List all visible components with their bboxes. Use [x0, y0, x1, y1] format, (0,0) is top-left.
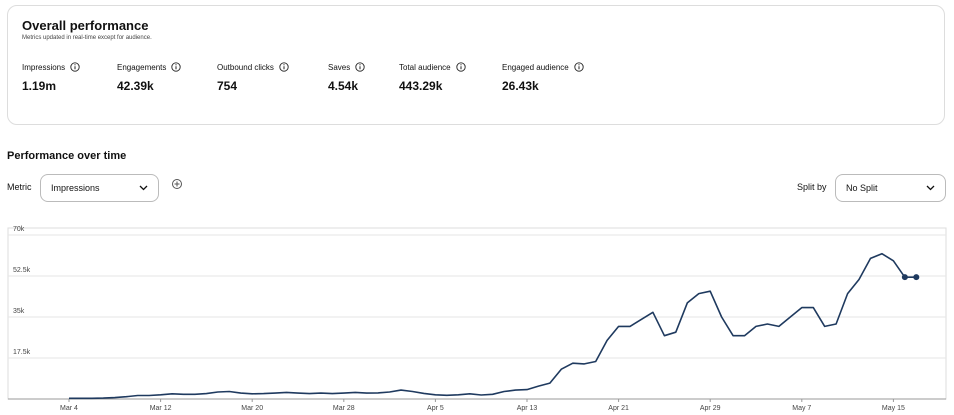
x-tick-label: Mar 4: [60, 405, 78, 412]
y-tick-label: 17.5k: [13, 349, 31, 356]
overview-card: [7, 5, 945, 125]
metric-value: 26.43k: [502, 79, 539, 93]
metric-value: 443.29k: [399, 79, 443, 93]
metric-label: Total audience: [399, 62, 466, 72]
metric-value: 1.19m: [22, 79, 57, 93]
metric-name: Engagements: [117, 62, 167, 72]
section-title: Performance over time: [7, 150, 127, 162]
chevron: [926, 185, 935, 191]
metric-label: Engaged audience: [502, 62, 584, 72]
metric-name: Total audience: [399, 62, 451, 72]
metric-label: Engagements: [117, 62, 182, 72]
info-icon[interactable]: [355, 62, 365, 72]
info-icon[interactable]: [455, 62, 466, 72]
chart-frame: [7, 227, 947, 400]
line: [69, 252, 917, 400]
metric-label: Saves: [328, 62, 365, 72]
info-icon[interactable]: [574, 62, 584, 72]
chart: 17.5k 35k 52.5k 70k Mar 4 Mar 12 Mar 20 Mar 28 A…: [7, 226, 947, 412]
x-tick-label: Mar 12: [150, 405, 172, 412]
point: [901, 274, 908, 281]
x-tick-label: Mar 20: [241, 405, 263, 412]
metric-label: Metric: [7, 182, 32, 192]
metric-value: Impressions: [51, 183, 100, 193]
y-tick-label: 52.5k: [13, 267, 31, 274]
split-label: Split by: [797, 182, 827, 192]
split-value: No Split: [846, 183, 878, 193]
metric-label: Outbound clicks: [217, 62, 289, 72]
info-icon[interactable]: [279, 62, 289, 72]
metric-name: Impressions: [22, 62, 66, 72]
chevron: [139, 185, 148, 191]
split-dropdown[interactable]: No Split: [835, 174, 946, 202]
info-icon[interactable]: [70, 62, 80, 72]
x-tick-label: Apr 13: [517, 405, 538, 412]
metric-value: 754: [217, 79, 238, 93]
x-tick-label: Apr 21: [608, 405, 629, 412]
metric-label: Impressions: [22, 62, 80, 72]
metric-value: 42.39k: [117, 79, 154, 93]
metric-value: 4.54k: [328, 79, 359, 93]
metric-dropdown[interactable]: Impressions: [40, 174, 159, 202]
x-tick-label: Apr 5: [427, 405, 444, 412]
x-tick-label: Apr 29: [700, 405, 721, 412]
metric-name: Saves: [328, 62, 351, 72]
point: [913, 274, 920, 281]
card-title: Overall performance: [22, 18, 149, 33]
card-subtitle: Metrics updated in real-time except for …: [22, 35, 152, 41]
x-tick-label: May 15: [882, 405, 905, 412]
x-tick-label: May 7: [792, 405, 811, 412]
add-metric-icon[interactable]: [171, 178, 183, 190]
x-tick-label: Mar 28: [333, 405, 355, 412]
metric-name: Outbound clicks: [217, 62, 274, 72]
metric-name: Engaged audience: [502, 62, 569, 72]
y-tick-label: 35k: [13, 308, 25, 315]
y-tick-label: 70k: [13, 226, 25, 233]
info-icon[interactable]: [171, 62, 182, 72]
